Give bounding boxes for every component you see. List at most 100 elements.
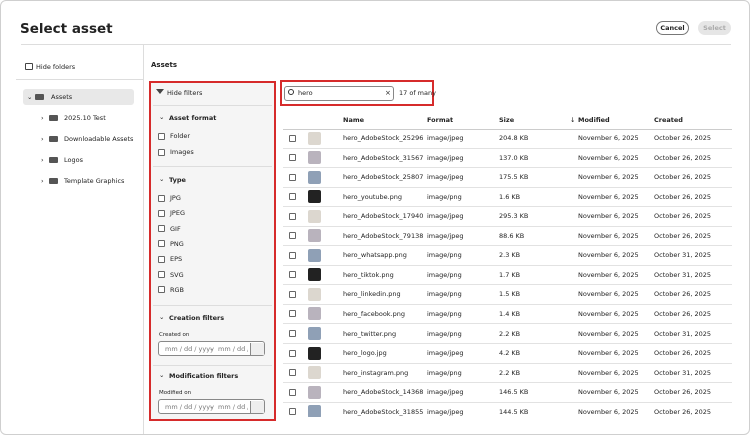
sort-arrow[interactable]: ↓ bbox=[570, 116, 576, 124]
header-line bbox=[283, 129, 732, 130]
cell: 2.3 KB bbox=[499, 251, 521, 260]
checkbox[interactable] bbox=[158, 240, 165, 248]
cell[interactable]: hero_whatsapp.png bbox=[343, 251, 407, 260]
thumbnail bbox=[308, 268, 321, 282]
calendar-button[interactable] bbox=[250, 401, 264, 413]
cell: image/png bbox=[427, 368, 462, 377]
cell: October 31, 2025 bbox=[654, 270, 712, 279]
thumbnail bbox=[308, 229, 321, 243]
row-checkbox[interactable] bbox=[289, 134, 296, 142]
hide-folders[interactable]: Hide folders bbox=[36, 63, 76, 71]
tree-item[interactable]: Logos bbox=[64, 156, 83, 164]
row-checkbox[interactable] bbox=[289, 310, 296, 318]
row-checkbox[interactable] bbox=[289, 251, 296, 259]
cell[interactable]: hero_twitter.png bbox=[343, 329, 397, 338]
clear-search[interactable]: × bbox=[385, 89, 391, 97]
thumbnail bbox=[308, 190, 321, 204]
date-input[interactable]: mm / dd / yyyy – mm / dd / bbox=[158, 341, 265, 356]
cell[interactable]: hero_youtube.png bbox=[343, 192, 403, 201]
thumbnail bbox=[308, 248, 321, 262]
tree-chevron[interactable]: › bbox=[41, 114, 44, 122]
tree-item[interactable]: Assets bbox=[51, 93, 73, 101]
checkbox[interactable] bbox=[158, 225, 165, 233]
date-label: Created on bbox=[159, 332, 190, 338]
cell: 2.2 KB bbox=[499, 329, 521, 338]
group-chevron[interactable]: ⌄ bbox=[159, 371, 165, 379]
cell[interactable]: hero_facebook.png bbox=[343, 309, 406, 318]
cell[interactable]: hero_AdobeStock_252964 bbox=[343, 134, 423, 142]
column-header[interactable]: Size bbox=[499, 116, 515, 124]
search-query[interactable]: hero bbox=[298, 89, 313, 97]
row-checkbox[interactable] bbox=[289, 193, 296, 201]
group-chevron[interactable]: ⌄ bbox=[159, 175, 165, 183]
cell: November 6, 2025 bbox=[578, 388, 639, 397]
group-chevron[interactable]: ⌄ bbox=[159, 113, 165, 121]
row-checkbox[interactable] bbox=[289, 271, 296, 279]
row-checkbox[interactable] bbox=[289, 408, 296, 416]
checkbox[interactable] bbox=[158, 286, 165, 294]
row-line bbox=[283, 362, 732, 364]
column-header[interactable]: Modified bbox=[578, 116, 610, 124]
cell: 1.4 KB bbox=[499, 309, 521, 318]
dialog-title: Select asset bbox=[20, 21, 113, 37]
sidebar-line bbox=[16, 79, 143, 80]
cell: image/png bbox=[427, 251, 462, 260]
checkbox[interactable] bbox=[158, 271, 165, 278]
row-checkbox[interactable] bbox=[289, 349, 296, 357]
cell[interactable]: hero_tiktok.png bbox=[343, 270, 394, 279]
tree-item[interactable]: 2025.10 Test bbox=[64, 114, 106, 122]
row-checkbox[interactable] bbox=[289, 290, 296, 298]
cell[interactable]: hero_AdobeStock_258075 bbox=[343, 173, 423, 182]
cell[interactable]: hero_AdobeStock_318555 bbox=[343, 407, 423, 416]
checkbox[interactable] bbox=[158, 255, 165, 263]
search-input[interactable] bbox=[284, 86, 394, 101]
tree-item[interactable]: Downloadable Assets bbox=[64, 135, 134, 143]
tree-chevron[interactable]: › bbox=[41, 135, 44, 143]
row-line bbox=[283, 382, 732, 384]
row-checkbox[interactable] bbox=[289, 154, 296, 162]
cell: November 6, 2025 bbox=[578, 153, 639, 162]
cancel-button[interactable]: Cancel bbox=[656, 21, 689, 35]
cell[interactable]: hero_AdobeStock_315678 bbox=[343, 153, 423, 162]
column-header[interactable]: Name bbox=[343, 116, 365, 124]
cell[interactable]: hero_instagram.png bbox=[343, 368, 409, 377]
hide-filters[interactable]: Hide filters bbox=[167, 89, 203, 97]
cell[interactable]: hero_linkedin.png bbox=[343, 290, 401, 299]
tree-item[interactable]: Template Graphics bbox=[64, 177, 125, 185]
checkbox[interactable] bbox=[158, 132, 165, 140]
checkbox[interactable] bbox=[158, 209, 165, 217]
cell: October 26, 2025 bbox=[654, 349, 712, 358]
row-line bbox=[283, 225, 732, 227]
cell[interactable]: hero_AdobeStock_179402 bbox=[343, 212, 423, 221]
checkbox[interactable] bbox=[158, 148, 165, 156]
row-checkbox[interactable] bbox=[289, 330, 296, 337]
row-checkbox[interactable] bbox=[289, 212, 296, 220]
row-checkbox[interactable] bbox=[289, 232, 296, 240]
filter-line bbox=[153, 305, 272, 306]
cell: 4.2 KB bbox=[499, 349, 521, 358]
tree-chevron[interactable]: › bbox=[41, 156, 44, 164]
folder-toggle-icon bbox=[25, 63, 33, 70]
cell[interactable]: hero_AdobeStock_143683 bbox=[343, 388, 423, 397]
checkbox[interactable] bbox=[158, 194, 165, 202]
cell[interactable]: hero_AdobeStock_791384 bbox=[343, 231, 423, 240]
date-input[interactable]: mm / dd / yyyy – mm / dd / bbox=[158, 399, 265, 414]
row-line bbox=[283, 401, 732, 403]
calendar-button[interactable] bbox=[250, 343, 264, 355]
group-chevron[interactable]: ⌄ bbox=[159, 313, 165, 321]
group-title[interactable]: Modification filters bbox=[169, 372, 239, 380]
row-checkbox[interactable] bbox=[289, 388, 296, 396]
tree-chevron[interactable]: ⌄ bbox=[27, 93, 33, 101]
column-header[interactable]: Format bbox=[427, 116, 454, 124]
row-checkbox[interactable] bbox=[289, 369, 296, 377]
cell: November 6, 2025 bbox=[578, 290, 639, 299]
row-checkbox[interactable] bbox=[289, 173, 296, 181]
tree-chevron[interactable]: › bbox=[41, 177, 44, 185]
select-button[interactable]: Select bbox=[698, 21, 731, 35]
group-title[interactable]: Creation filters bbox=[169, 314, 225, 322]
group-title[interactable]: Asset format bbox=[169, 114, 217, 122]
cell[interactable]: hero_logo.jpg bbox=[343, 349, 387, 358]
group-title[interactable]: Type bbox=[169, 176, 186, 184]
column-header[interactable]: Created bbox=[654, 116, 683, 124]
